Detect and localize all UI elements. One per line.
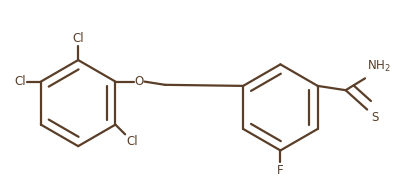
Text: NH$_2$: NH$_2$ — [367, 59, 391, 74]
Text: Cl: Cl — [14, 75, 26, 88]
Text: F: F — [277, 164, 284, 177]
Text: S: S — [371, 111, 379, 124]
Text: Cl: Cl — [126, 135, 138, 148]
Text: O: O — [135, 75, 144, 88]
Text: Cl: Cl — [72, 32, 84, 45]
